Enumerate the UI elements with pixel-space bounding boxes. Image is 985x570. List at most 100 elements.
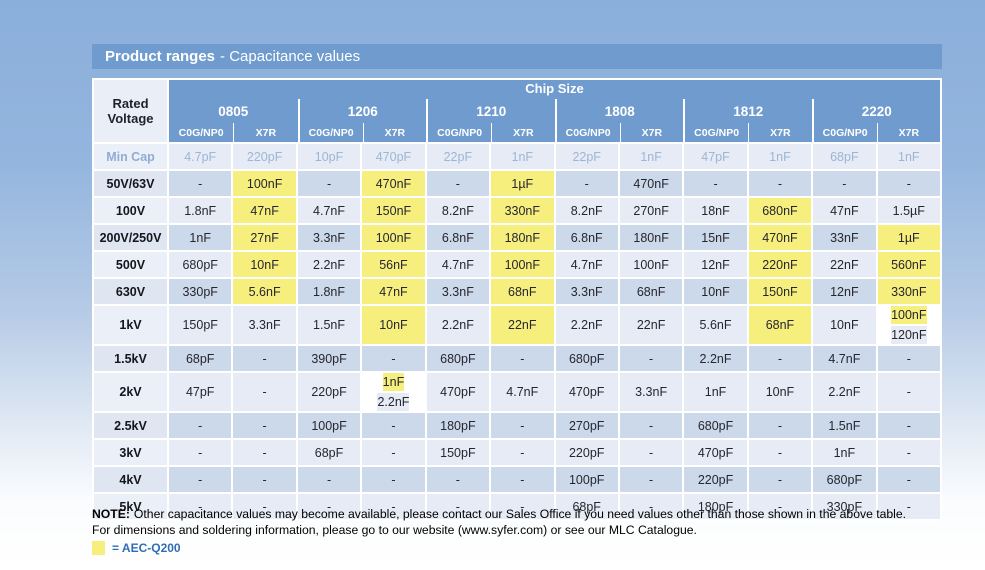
capacitance-cell: 2.2nF (555, 306, 618, 344)
capacitance-cell: 3.3nF (555, 279, 618, 304)
dielectric-label-2220-c0g-np0: C0G/NP0 (822, 126, 868, 139)
capacitance-cell: 68pF (297, 440, 361, 465)
rated-voltage-header: Rated Voltage (94, 80, 167, 142)
chip-size-1206: 1206 (347, 103, 378, 119)
capacitance-cell: - (877, 346, 940, 371)
capacitance-cell: 150nF (362, 198, 425, 223)
chip-group-1808: 1808 C0G/NP0 X7R (554, 99, 684, 142)
capacitance-cell: - (426, 467, 490, 492)
dielectric-row-1206: C0G/NP0 X7R (300, 123, 427, 142)
capacitance-cell: - (813, 171, 876, 196)
capacitance-cell: 3.3nF (619, 373, 683, 411)
capacitance-cell: 3.3nF (426, 279, 490, 304)
capacitance-cell: - (877, 413, 940, 438)
split-capacitance-cell: 100nF 120nF (877, 306, 940, 344)
capacitance-cell: - (748, 413, 812, 438)
capacitance-cell: 330nF (877, 279, 940, 304)
min-cap-cell-2: 10pF (297, 144, 361, 169)
min-cap-cell-7: 1nF (619, 144, 683, 169)
capacitance-cell: 5.6nF (233, 279, 296, 304)
capacitance-cell: 3.3nF (233, 306, 296, 344)
capacitance-cell: 100nF (233, 171, 296, 196)
capacitance-cell: - (169, 171, 232, 196)
capacitance-cell: 47nF (233, 198, 296, 223)
capacitance-cell: 100pF (555, 467, 618, 492)
capacitance-cell: 68nF (491, 279, 554, 304)
capacitance-cell: 680nF (748, 198, 812, 223)
capacitance-subcell: 2.2nF (377, 393, 410, 411)
min-cap-cell-6: 22pF (555, 144, 618, 169)
capacitance-cell: 560nF (877, 252, 940, 277)
dielectric-row-1808: C0G/NP0 X7R (557, 123, 684, 142)
capacitance-cell: 22nF (491, 306, 554, 344)
capacitance-cell: 68pF (555, 494, 618, 519)
capacitance-cell: - (426, 494, 490, 519)
capacitance-cell: - (748, 440, 812, 465)
capacitance-cell: - (491, 440, 554, 465)
capacitance-cell: 470nF (748, 225, 812, 250)
dielectric-label-1206-c0g-np0: C0G/NP0 (308, 126, 354, 139)
min-cap-cell-8: 47pF (684, 144, 747, 169)
dielectric-label-1808-c0g-np0: C0G/NP0 (565, 126, 611, 139)
voltage-row-label: 5kV (94, 494, 167, 519)
capacitance-cell: - (748, 467, 812, 492)
capacitance-cell: - (491, 346, 554, 371)
capacitance-cell: - (748, 494, 812, 519)
capacitance-cell: - (169, 440, 232, 465)
capacitance-cell: 180nF (491, 225, 554, 250)
capacitance-cell: 1µF (877, 225, 940, 250)
dielectric-row-1812: C0G/NP0 X7R (685, 123, 812, 142)
min-cap-cell-9: 1nF (748, 144, 812, 169)
capacitance-cell: 270pF (555, 413, 618, 438)
chip-group-1812: 1812 C0G/NP0 X7R (683, 99, 812, 142)
voltage-row-label: 200V/250V (94, 225, 167, 250)
voltage-row-label: 4kV (94, 467, 167, 492)
capacitance-cell: 2.2nF (813, 373, 876, 411)
capacitance-cell: - (169, 413, 232, 438)
capacitance-cell: - (233, 494, 296, 519)
capacitance-cell: - (169, 467, 232, 492)
capacitance-cell: 12nF (684, 252, 747, 277)
capacitance-cell: 470pF (555, 373, 618, 411)
capacitance-cell: 68nF (619, 279, 683, 304)
dielectric-label-2220-x7r: X7R (876, 123, 940, 142)
capacitance-cell: 4.7nF (426, 252, 490, 277)
capacitance-cell: 10nF (684, 279, 747, 304)
capacitance-cell: 8.2nF (555, 198, 618, 223)
capacitance-cell: 220nF (748, 252, 812, 277)
capacitance-cell: - (877, 373, 940, 411)
capacitance-cell: - (362, 467, 425, 492)
capacitance-cell: 27nF (233, 225, 296, 250)
capacitance-cell: 100pF (297, 413, 361, 438)
capacitance-cell: 1nF (813, 440, 876, 465)
capacitance-cell: - (362, 440, 425, 465)
min-cap-cell-10: 68pF (813, 144, 876, 169)
capacitance-cell: 150pF (169, 306, 232, 344)
chip-group-0805: 0805 C0G/NP0 X7R (169, 99, 298, 142)
capacitance-cell: 47pF (169, 373, 232, 411)
capacitance-cell: 10nF (362, 306, 425, 344)
capacitance-cell: 1.5µF (877, 198, 940, 223)
capacitance-cell: - (877, 171, 940, 196)
capacitance-cell: - (619, 494, 683, 519)
capacitance-cell: 180pF (426, 413, 490, 438)
capacitance-cell: 680pF (169, 252, 232, 277)
capacitance-cell: - (491, 467, 554, 492)
voltage-row-label: 2kV (94, 373, 167, 411)
capacitance-cell: 680pF (684, 413, 747, 438)
voltage-row-label: 1.5kV (94, 346, 167, 371)
page-subtitle: - Capacitance values (220, 48, 361, 65)
chip-size-groups: 0805 C0G/NP0 X7R 1206 C0G/NP0 X7R 1210 C0G/NP0 X… (169, 99, 940, 142)
capacitance-cell: - (684, 171, 747, 196)
capacitance-cell: 150pF (426, 440, 490, 465)
dielectric-row-2220: C0G/NP0 X7R (814, 123, 941, 142)
capacitance-cell: - (362, 494, 425, 519)
capacitance-cell: 330nF (491, 198, 554, 223)
chip-size-label: Chip Size (525, 81, 584, 96)
capacitance-cell: 2.2nF (684, 346, 747, 371)
chip-size-header: Chip Size 0805 C0G/NP0 X7R 1206 C0G/NP0 X7R 12… (169, 80, 940, 142)
min-cap-cell-3: 470pF (362, 144, 425, 169)
min-cap-row-label: Min Cap (94, 144, 167, 169)
capacitance-cell: 10nF (813, 306, 876, 344)
